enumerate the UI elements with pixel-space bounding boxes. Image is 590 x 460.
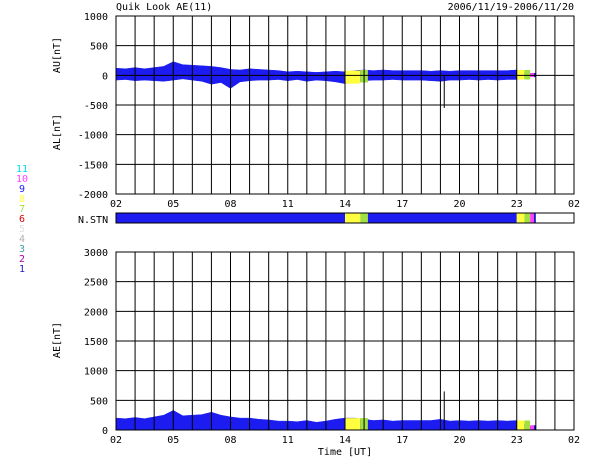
x-tick-label: 23	[511, 199, 523, 210]
n-stn-frame	[115, 212, 575, 224]
x-tick-label: 08	[224, 199, 236, 210]
segment-overlay-5	[524, 420, 531, 430]
x-tick-label: 23	[511, 435, 523, 446]
x-tick-label: 05	[167, 435, 179, 446]
segment-overlay-1	[345, 418, 361, 430]
au-al-x-tick-labels: 02 05 08 11 14 17 20 23 02	[110, 199, 580, 210]
segment-overlay-6	[530, 425, 534, 430]
y-tick-label: 2000	[84, 307, 108, 318]
n-stn-segment-7	[533, 213, 536, 223]
segment-overlay-5	[524, 75, 531, 80]
n-stn-segment-2	[360, 213, 368, 223]
x-tick-label: 20	[453, 199, 465, 210]
legend-item-7: 7	[19, 204, 25, 215]
segment-overlay-4	[516, 75, 525, 80]
segment-overlay-5	[524, 69, 531, 76]
n-stn-segments	[116, 213, 536, 223]
legend-item-6: 6	[19, 214, 25, 225]
au-al-fill	[115, 61, 537, 108]
au-al-y-tick-labels: 1000 500 0 -500 -1000 -1500 -2000	[78, 12, 108, 201]
x-tick-label: 02	[110, 199, 122, 210]
y-tick-label: 0	[102, 71, 108, 82]
y-tick-label: 500	[90, 42, 108, 53]
x-tick-label: 11	[282, 435, 294, 446]
x-tick-label: 17	[396, 199, 408, 210]
y-tick-label: 1000	[84, 367, 108, 378]
x-tick-label: 14	[339, 435, 351, 446]
y-tick-label: 0	[102, 426, 108, 437]
date-range: 2006/11/19-2006/11/20	[448, 2, 574, 13]
x-tick-label: 11	[282, 199, 294, 210]
segment-overlay-7	[533, 425, 536, 430]
segment-overlay-4	[516, 69, 525, 76]
x-tick-label: 14	[339, 199, 351, 210]
ae-x-tick-labels: 02 05 08 11 14 17 20 23 02	[110, 435, 580, 446]
legend-item-10: 10	[16, 174, 28, 185]
y-tick-label: 500	[90, 396, 108, 407]
ae-fill	[115, 391, 536, 431]
x-tick-label: 20	[453, 435, 465, 446]
x-tick-label: 08	[224, 435, 236, 446]
time-axis-label: Time [UT]	[318, 447, 372, 458]
n-stn-label: N.STN	[78, 215, 108, 226]
segment-overlay-7	[533, 72, 536, 76]
series-area-0	[115, 61, 537, 76]
au-al-frame	[115, 15, 575, 195]
ae-grid	[115, 251, 575, 431]
chart-title: Quik Look AE(11)	[116, 2, 212, 13]
x-tick-label: 02	[568, 199, 580, 210]
n-stn-segment-3	[367, 213, 517, 223]
segment-overlay-7	[533, 75, 536, 78]
legend-item-11: 11	[16, 164, 28, 175]
y-tick-label: 3000	[84, 248, 108, 259]
ae-panel: 3000 2500 2000 1500 1000 500 0 02 05 08 11 14 17 20 2…	[52, 248, 580, 458]
y-tick-label: 1000	[84, 12, 108, 23]
legend-item-5: 5	[19, 224, 25, 235]
x-tick-label: 17	[396, 435, 408, 446]
segment-overlay-1	[345, 70, 361, 76]
y-tick-label: 2500	[84, 278, 108, 289]
au-al-grid	[115, 15, 575, 195]
legend-item-1: 1	[19, 264, 25, 275]
au-axis-label: AU[nT]	[52, 37, 63, 73]
legend-item-9: 9	[19, 184, 25, 195]
segment-overlay-1	[345, 75, 361, 84]
series-area-0	[115, 410, 536, 431]
segment-overlay-4	[516, 420, 525, 430]
y-tick-label: -1000	[78, 131, 108, 142]
n-stn-segment-6	[530, 213, 534, 223]
n-stn-segment-0	[116, 213, 345, 223]
x-tick-label: 02	[110, 435, 122, 446]
legend-item-4: 4	[19, 234, 25, 245]
y-tick-label: -500	[84, 101, 108, 112]
x-tick-label: 02	[568, 435, 580, 446]
al-axis-label: AL[nT]	[52, 114, 63, 150]
n-stn-segment-1	[345, 213, 361, 223]
ae-frame	[115, 251, 575, 431]
series-area-1	[115, 75, 537, 89]
segment-overlay-6	[530, 75, 534, 78]
n-stn-segment-4	[516, 213, 525, 223]
n-stn-segment-5	[524, 213, 531, 223]
au-al-panel: 1000 500 0 -500 -1000 -1500 -2000 02 05 08 11 14 17…	[52, 12, 580, 210]
ae-y-tick-labels: 3000 2500 2000 1500 1000 500 0	[84, 248, 108, 437]
y-tick-label: 1500	[84, 337, 108, 348]
segment-overlay-6	[530, 72, 534, 76]
legend-item-8: 8	[19, 194, 25, 205]
x-tick-label: 05	[167, 199, 179, 210]
ae-axis-label: AE[nT]	[52, 322, 63, 358]
y-tick-label: -1500	[78, 160, 108, 171]
n-stn-bar: N.STN	[78, 212, 575, 226]
legend-item-2: 2	[19, 254, 25, 265]
y-tick-label: -2000	[78, 190, 108, 201]
legend-item-3: 3	[19, 244, 25, 255]
